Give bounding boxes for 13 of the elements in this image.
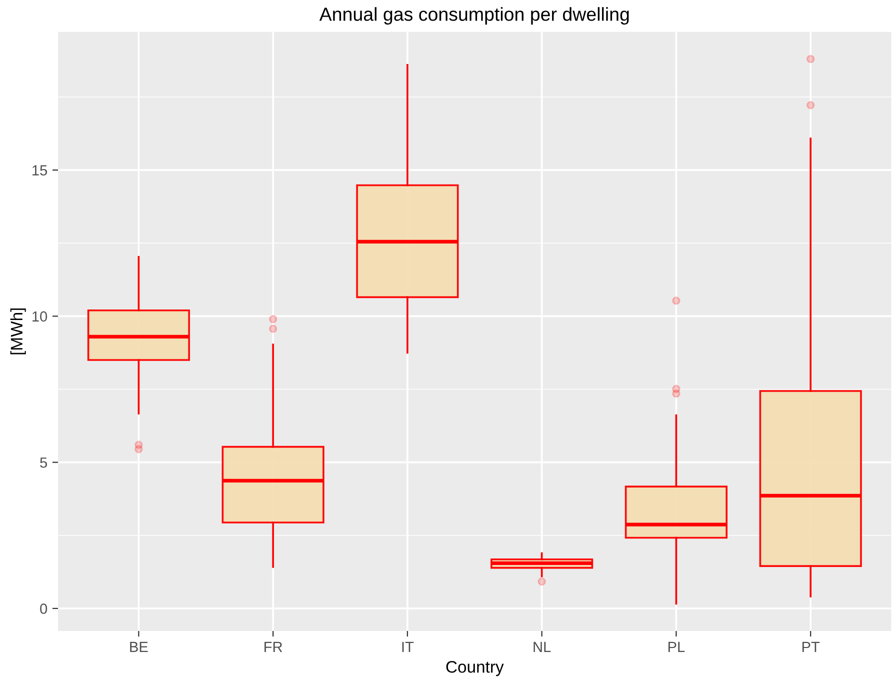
x-tick-label: PL <box>668 642 685 652</box>
x-axis-title: Country <box>446 660 504 676</box>
y-tick-label: 0 <box>40 604 48 614</box>
x-tick-label: FR <box>264 642 282 652</box>
x-tick-label: IT <box>402 642 414 652</box>
chart-title: Annual gas consumption per dwelling <box>319 7 629 25</box>
y-axis-title: [MWh] <box>10 308 26 354</box>
x-tick-label: NL <box>534 642 551 652</box>
x-tick-label: PT <box>802 642 820 652</box>
y-tick-label: 15 <box>32 165 48 176</box>
y-tick-label: 10 <box>32 311 48 322</box>
y-tick-label: 5 <box>40 458 48 468</box>
x-tick-label: BE <box>130 642 148 652</box>
